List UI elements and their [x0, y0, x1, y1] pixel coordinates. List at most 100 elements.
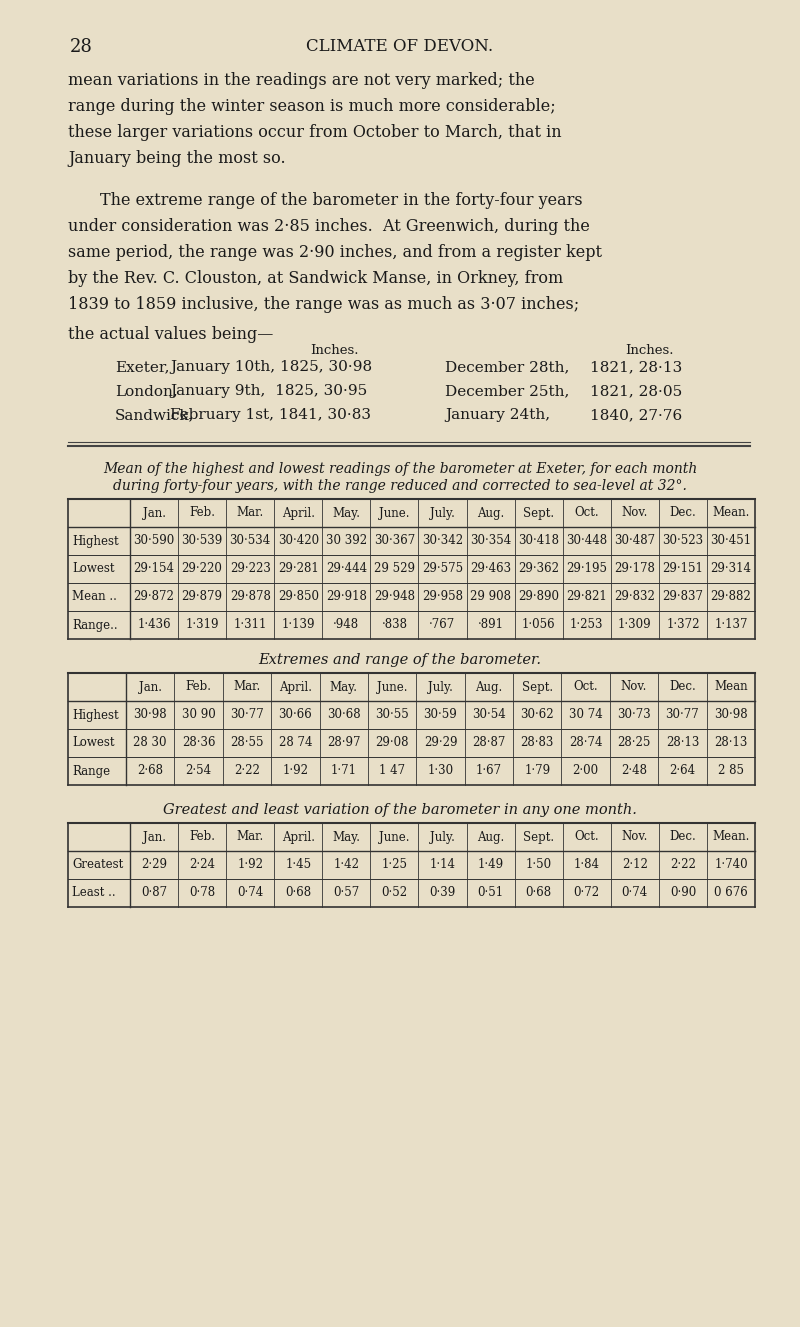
Text: June.: June. [379, 507, 410, 519]
Text: 1·67: 1·67 [476, 764, 502, 778]
Text: July.: July. [430, 507, 455, 519]
Text: 30·420: 30·420 [278, 535, 319, 548]
Text: 30·487: 30·487 [614, 535, 655, 548]
Text: 2·22: 2·22 [670, 859, 696, 872]
Text: Highest: Highest [72, 709, 118, 722]
Text: 30·55: 30·55 [375, 709, 409, 722]
Text: 2·48: 2·48 [621, 764, 647, 778]
Text: 28 74: 28 74 [278, 736, 312, 750]
Text: Aug.: Aug. [477, 831, 504, 844]
Text: 29·314: 29·314 [710, 563, 751, 576]
Text: the actual values being—: the actual values being— [68, 326, 274, 342]
Text: 30·77: 30·77 [666, 709, 699, 722]
Text: 1·50: 1·50 [526, 859, 552, 872]
Text: 0·72: 0·72 [574, 886, 600, 900]
Text: Oct.: Oct. [574, 831, 599, 844]
Text: 29·879: 29·879 [182, 591, 222, 604]
Text: July.: July. [428, 681, 453, 694]
Text: Nov.: Nov. [621, 681, 647, 694]
Text: Dec.: Dec. [670, 831, 696, 844]
Text: Dec.: Dec. [669, 681, 696, 694]
Text: Jan.: Jan. [142, 831, 166, 844]
Text: July.: July. [430, 831, 455, 844]
Text: 29·837: 29·837 [662, 591, 703, 604]
Text: 30·77: 30·77 [230, 709, 264, 722]
Text: 29·195: 29·195 [566, 563, 607, 576]
Text: 28 30: 28 30 [134, 736, 167, 750]
Text: Feb.: Feb. [189, 831, 215, 844]
Text: 1·25: 1·25 [382, 859, 407, 872]
Text: 29·220: 29·220 [182, 563, 222, 576]
Text: Oct.: Oct. [574, 681, 598, 694]
Text: 29·463: 29·463 [470, 563, 511, 576]
Text: 2·22: 2·22 [234, 764, 260, 778]
Text: range during the winter season is much more considerable;: range during the winter season is much m… [68, 98, 556, 115]
Text: Range..: Range.. [72, 618, 118, 632]
Text: June.: June. [379, 831, 410, 844]
Text: 29·832: 29·832 [614, 591, 655, 604]
Text: May.: May. [330, 681, 358, 694]
Text: Mean of the highest and lowest readings of the barometer at Exeter, for each mon: Mean of the highest and lowest readings … [103, 462, 697, 476]
Text: 1821, 28·05: 1821, 28·05 [590, 384, 682, 398]
Text: 2·64: 2·64 [670, 764, 695, 778]
Text: 30·66: 30·66 [278, 709, 312, 722]
Text: 30·367: 30·367 [374, 535, 415, 548]
Text: May.: May. [332, 831, 360, 844]
Text: 30·534: 30·534 [230, 535, 271, 548]
Text: January 24th,: January 24th, [445, 407, 550, 422]
Text: May.: May. [332, 507, 360, 519]
Text: 2·54: 2·54 [186, 764, 212, 778]
Text: Mean ..: Mean .. [72, 591, 117, 604]
Text: 29·362: 29·362 [518, 563, 559, 576]
Text: 1·253: 1·253 [570, 618, 603, 632]
Text: 28: 28 [70, 38, 93, 56]
Text: December 28th,: December 28th, [445, 360, 570, 374]
Text: ·767: ·767 [430, 618, 456, 632]
Text: Exeter,: Exeter, [115, 360, 170, 374]
Text: 1·311: 1·311 [234, 618, 267, 632]
Text: 2·12: 2·12 [622, 859, 648, 872]
Text: 28·13: 28·13 [714, 736, 747, 750]
Text: 28·25: 28·25 [618, 736, 650, 750]
Text: 29 908: 29 908 [470, 591, 511, 604]
Text: April.: April. [279, 681, 312, 694]
Text: 1·92: 1·92 [237, 859, 263, 872]
Text: 29·850: 29·850 [278, 591, 318, 604]
Text: Sept.: Sept. [523, 507, 554, 519]
Text: CLIMATE OF DEVON.: CLIMATE OF DEVON. [306, 38, 494, 54]
Text: 30·354: 30·354 [470, 535, 511, 548]
Text: 30·54: 30·54 [472, 709, 506, 722]
Text: 30·418: 30·418 [518, 535, 559, 548]
Text: 30·451: 30·451 [710, 535, 751, 548]
Text: Highest: Highest [72, 535, 118, 548]
Text: under consideration was 2·85 inches.  At Greenwich, during the: under consideration was 2·85 inches. At … [68, 218, 590, 235]
Text: 29·281: 29·281 [278, 563, 318, 576]
Text: 28·83: 28·83 [521, 736, 554, 750]
Text: 30·59: 30·59 [424, 709, 458, 722]
Text: 1·056: 1·056 [522, 618, 555, 632]
Text: 0·68: 0·68 [526, 886, 552, 900]
Text: 29 529: 29 529 [374, 563, 415, 576]
Text: Sept.: Sept. [523, 831, 554, 844]
Text: 1·42: 1·42 [334, 859, 359, 872]
Text: same period, the range was 2·90 inches, and from a register kept: same period, the range was 2·90 inches, … [68, 244, 602, 261]
Text: Jan.: Jan. [142, 507, 166, 519]
Text: 0·68: 0·68 [286, 886, 311, 900]
Text: 1·84: 1·84 [574, 859, 600, 872]
Text: Lowest: Lowest [72, 563, 114, 576]
Text: 1 47: 1 47 [379, 764, 405, 778]
Text: 29·444: 29·444 [326, 563, 367, 576]
Text: 1·45: 1·45 [286, 859, 311, 872]
Text: 29·29: 29·29 [424, 736, 458, 750]
Text: June.: June. [377, 681, 407, 694]
Text: mean variations in the readings are not very marked; the: mean variations in the readings are not … [68, 72, 534, 89]
Text: Greatest and least variation of the barometer in any one month.: Greatest and least variation of the baro… [163, 803, 637, 817]
Text: 30·539: 30·539 [182, 535, 222, 548]
Text: 0 676: 0 676 [714, 886, 748, 900]
Text: December 25th,: December 25th, [445, 384, 570, 398]
Text: ·838: ·838 [382, 618, 407, 632]
Text: Feb.: Feb. [189, 507, 215, 519]
Text: these larger variations occur from October to March, that in: these larger variations occur from Octob… [68, 123, 562, 141]
Text: 29·948: 29·948 [374, 591, 415, 604]
Text: 28·74: 28·74 [569, 736, 602, 750]
